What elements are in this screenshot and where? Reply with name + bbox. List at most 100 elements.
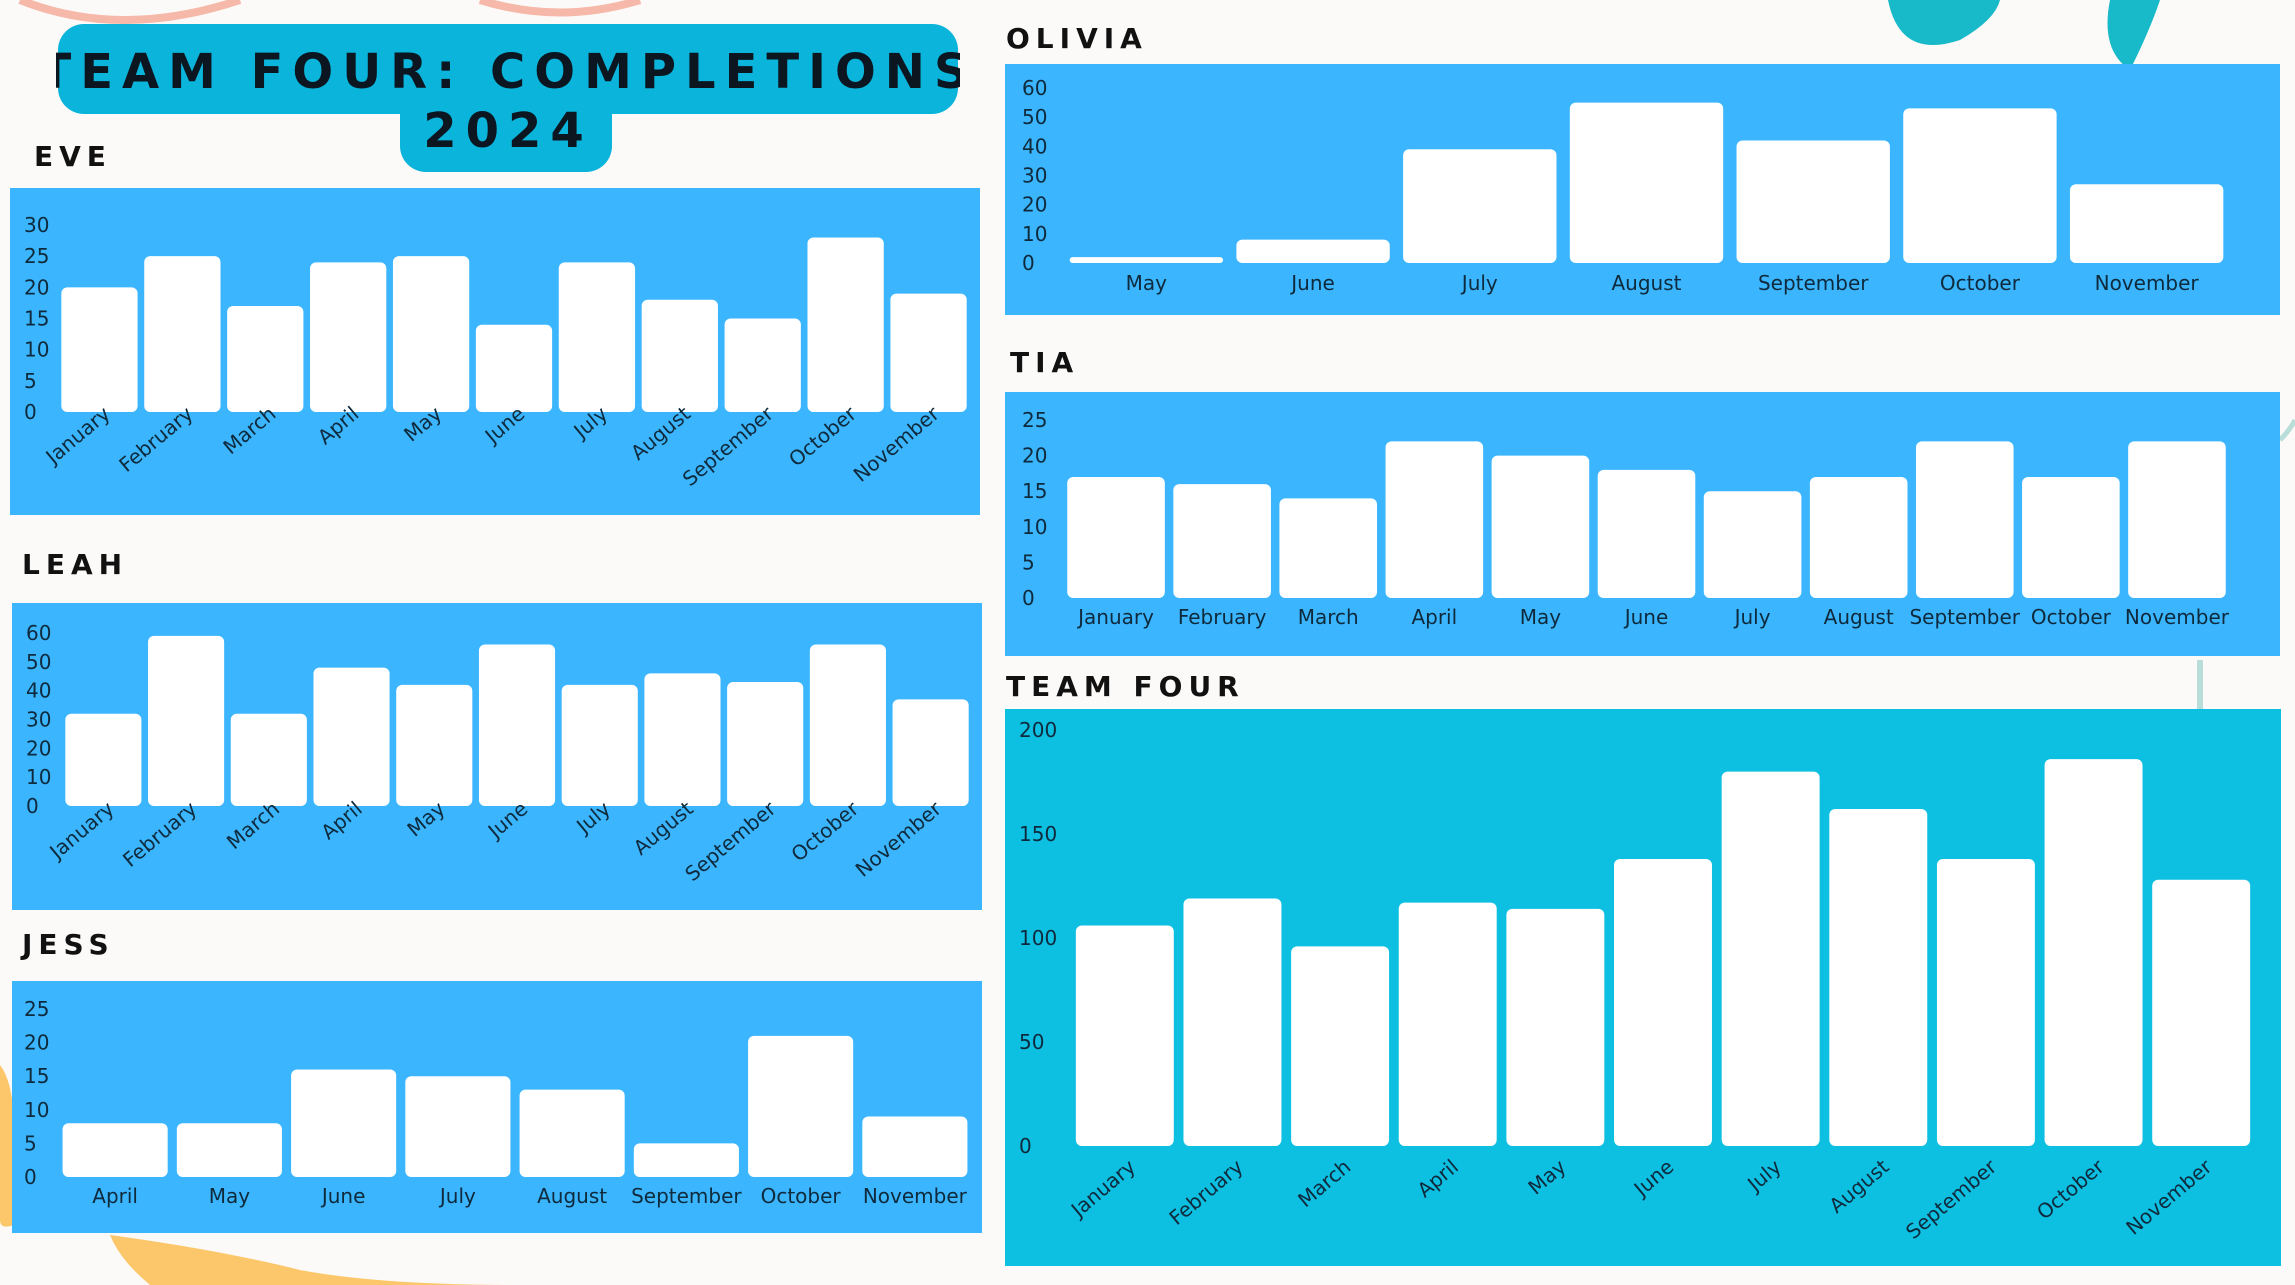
teal-line-shape-2 bbox=[2278, 418, 2295, 442]
x-tick-label: April bbox=[1412, 1154, 1462, 1202]
x-tick-label: February bbox=[118, 796, 201, 871]
bar bbox=[644, 673, 721, 806]
y-tick-label: 40 bbox=[26, 679, 51, 703]
bar bbox=[1829, 809, 1928, 1146]
team-four-section-label: TEAM FOUR bbox=[1006, 670, 1245, 703]
bar bbox=[1809, 476, 1908, 598]
bar bbox=[1069, 257, 1224, 263]
jess-chart-svg: 0 5 10 15 20 25 April May June July August Septembe… bbox=[24, 997, 968, 1208]
yellow-blob-shape bbox=[0, 1065, 14, 1227]
bar bbox=[148, 635, 225, 806]
y-tick-label: 5 bbox=[1022, 550, 1035, 574]
bar bbox=[291, 1069, 397, 1177]
bar bbox=[65, 713, 142, 806]
bar bbox=[1736, 140, 1890, 263]
y-tick-label: 10 bbox=[24, 338, 49, 362]
bar bbox=[807, 237, 884, 412]
bar bbox=[2128, 441, 2226, 598]
y-tick-label: 50 bbox=[1022, 105, 1047, 129]
x-tick-label: August bbox=[1824, 1154, 1893, 1217]
x-tick-label: July bbox=[1733, 605, 1771, 629]
x-tick-label: May bbox=[1523, 1154, 1570, 1199]
bar bbox=[1703, 491, 1802, 598]
x-tick-label: November bbox=[851, 796, 947, 882]
x-tick-label: September bbox=[1758, 271, 1869, 295]
x-tick-label: October bbox=[1940, 271, 2021, 295]
bar bbox=[230, 713, 307, 806]
bar bbox=[227, 306, 304, 412]
teal-blob-shape-2 bbox=[2107, 0, 2160, 70]
y-tick-label: 20 bbox=[26, 736, 51, 760]
y-tick-label: 0 bbox=[26, 794, 39, 818]
bar bbox=[1721, 771, 1820, 1146]
x-tick-label: July bbox=[1741, 1154, 1786, 1197]
bar bbox=[313, 667, 390, 806]
y-tick-label: 5 bbox=[24, 369, 37, 393]
x-tick-label: January bbox=[44, 796, 119, 865]
bar bbox=[1506, 908, 1605, 1146]
title-box: TEAM FOUR: COMPLETIONS 2024 bbox=[56, 24, 960, 172]
y-tick-label: 25 bbox=[24, 997, 49, 1021]
y-tick-label: 50 bbox=[1019, 1030, 1044, 1054]
x-tick-label: July bbox=[438, 1184, 476, 1208]
bar bbox=[724, 318, 801, 412]
bar bbox=[1067, 476, 1165, 598]
y-tick-label: 0 bbox=[24, 1165, 37, 1189]
team-four-chart: 0 50 100 150 200 January February March April May… bbox=[1005, 709, 2281, 1266]
x-tick-label: June bbox=[1289, 271, 1335, 295]
x-tick-label: October bbox=[786, 796, 863, 866]
y-tick-label: 0 bbox=[1022, 586, 1035, 610]
page-title-line2: 2024 bbox=[423, 103, 593, 159]
bar bbox=[890, 293, 967, 412]
bar bbox=[1915, 441, 2014, 598]
x-tick-label: May bbox=[1520, 605, 1562, 629]
bar bbox=[1398, 902, 1497, 1146]
y-tick-label: 25 bbox=[1022, 408, 1047, 432]
y-tick-label: 15 bbox=[24, 307, 49, 331]
bar bbox=[144, 256, 221, 412]
teamfour-chart-svg: 0 50 100 150 200 January February March April May… bbox=[1019, 718, 2251, 1244]
bar bbox=[641, 299, 718, 412]
x-tick-label: February bbox=[1178, 605, 1267, 629]
bar bbox=[61, 287, 138, 412]
page-title-line1: TEAM FOUR: COMPLETIONS bbox=[56, 44, 960, 100]
y-tick-label: 60 bbox=[26, 621, 51, 645]
x-tick-label: March bbox=[1293, 1154, 1355, 1212]
bar bbox=[2069, 184, 2224, 263]
bar bbox=[1936, 858, 2035, 1146]
pink-arc-shape bbox=[18, 0, 242, 24]
bar bbox=[1385, 441, 1484, 598]
bar bbox=[561, 684, 638, 806]
y-tick-label: 100 bbox=[1019, 926, 1057, 950]
x-tick-label: April bbox=[92, 1184, 138, 1208]
olivia-chart: 0 10 20 30 40 50 60 May June July August September O… bbox=[1005, 64, 2280, 315]
y-tick-label: 25 bbox=[24, 244, 49, 268]
x-tick-label: August bbox=[1824, 605, 1894, 629]
leah-chart: 0 10 20 30 40 50 60 January February March April Ma… bbox=[12, 603, 982, 910]
y-tick-label: 40 bbox=[1022, 134, 1047, 158]
yellow-blob-shape-2 bbox=[110, 1235, 520, 1285]
jess-chart: 0 5 10 15 20 25 April May June July August Septembe… bbox=[12, 981, 982, 1233]
x-tick-label: November bbox=[849, 401, 945, 487]
bar bbox=[2044, 759, 2143, 1146]
bar bbox=[809, 644, 886, 806]
x-tick-label: June bbox=[320, 1184, 366, 1208]
y-tick-label: 15 bbox=[1022, 479, 1047, 503]
bar bbox=[1279, 498, 1378, 598]
eve-section-label: EVE bbox=[34, 140, 112, 173]
x-tick-label: November bbox=[2125, 605, 2230, 629]
x-tick-label: June bbox=[1623, 605, 1669, 629]
x-tick-label: May bbox=[209, 1184, 251, 1208]
bar bbox=[727, 682, 804, 806]
x-tick-label: April bbox=[1411, 605, 1457, 629]
x-tick-label: November bbox=[2121, 1154, 2217, 1240]
teal-blob-shape bbox=[1888, 0, 2000, 45]
x-tick-label: October bbox=[761, 1184, 842, 1208]
x-tick-label: February bbox=[1164, 1154, 1247, 1229]
x-tick-label: November bbox=[863, 1184, 968, 1208]
leah-section-label: LEAH bbox=[22, 548, 129, 581]
bar bbox=[633, 1143, 739, 1177]
bar bbox=[1173, 484, 1271, 598]
bar bbox=[310, 262, 387, 412]
